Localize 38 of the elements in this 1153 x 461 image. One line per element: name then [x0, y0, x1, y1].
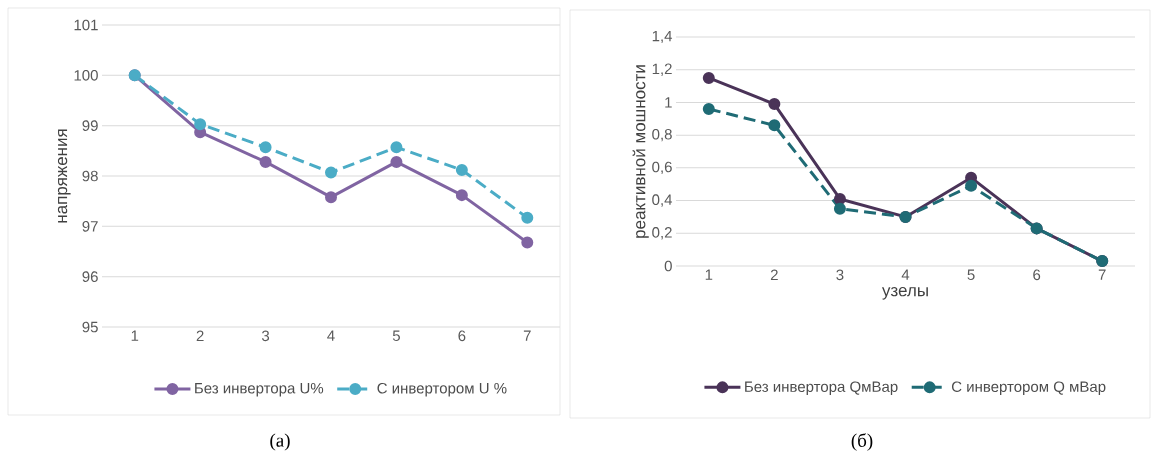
- y-tick-label: 99: [82, 120, 98, 131]
- legend-label: С инвертором Q мВар: [951, 381, 1106, 395]
- x-tick-label: 7: [523, 330, 531, 341]
- y-axis-title: реактивной мошности: [632, 65, 649, 238]
- x-tick-label: 6: [1033, 269, 1041, 281]
- y-tick-label: 0,4: [652, 194, 673, 207]
- y-tick-label: 1,4: [652, 30, 673, 44]
- x-axis-title: узелы: [881, 287, 928, 300]
- y-axis-title: напряжения: [57, 129, 71, 223]
- y-tick-label: 0,2: [652, 227, 672, 240]
- legend-label: Без инвертора QмВар: [745, 381, 898, 395]
- y-tick-label: 1,2: [652, 63, 672, 76]
- x-tick-label: 3: [261, 330, 270, 342]
- y-tick-label: 1: [665, 97, 672, 108]
- y-tick-label: 100: [74, 70, 98, 81]
- y-tick-label: 98: [82, 170, 98, 182]
- x-tick-label: 1: [131, 330, 139, 341]
- x-tick-label: 5: [392, 330, 400, 341]
- y-tick-label: 0,6: [652, 161, 672, 175]
- legend-label: С инвертором U %: [377, 382, 507, 397]
- x-tick-label: 1: [705, 269, 713, 280]
- x-tick-label: 2: [770, 269, 778, 281]
- legend-label: Без инвертора U%: [195, 382, 324, 397]
- x-tick-label: 4: [327, 330, 335, 341]
- x-tick-label: 4: [901, 269, 910, 280]
- y-tick-label: 97: [82, 221, 98, 232]
- x-tick-label: 7: [1098, 269, 1106, 280]
- y-tick-label: 0,8: [652, 128, 672, 142]
- y-tick-label: 0: [664, 260, 672, 272]
- x-tick-label: 3: [836, 269, 844, 281]
- x-tick-label: 2: [196, 330, 204, 342]
- y-tick-label: 95: [82, 321, 98, 333]
- x-tick-label: 5: [967, 269, 975, 280]
- x-tick-label: 6: [458, 330, 466, 342]
- y-tick-label: 101: [74, 19, 98, 31]
- text: (а): [270, 433, 290, 451]
- y-tick-label: 96: [82, 271, 98, 282]
- text: (б): [851, 433, 873, 451]
